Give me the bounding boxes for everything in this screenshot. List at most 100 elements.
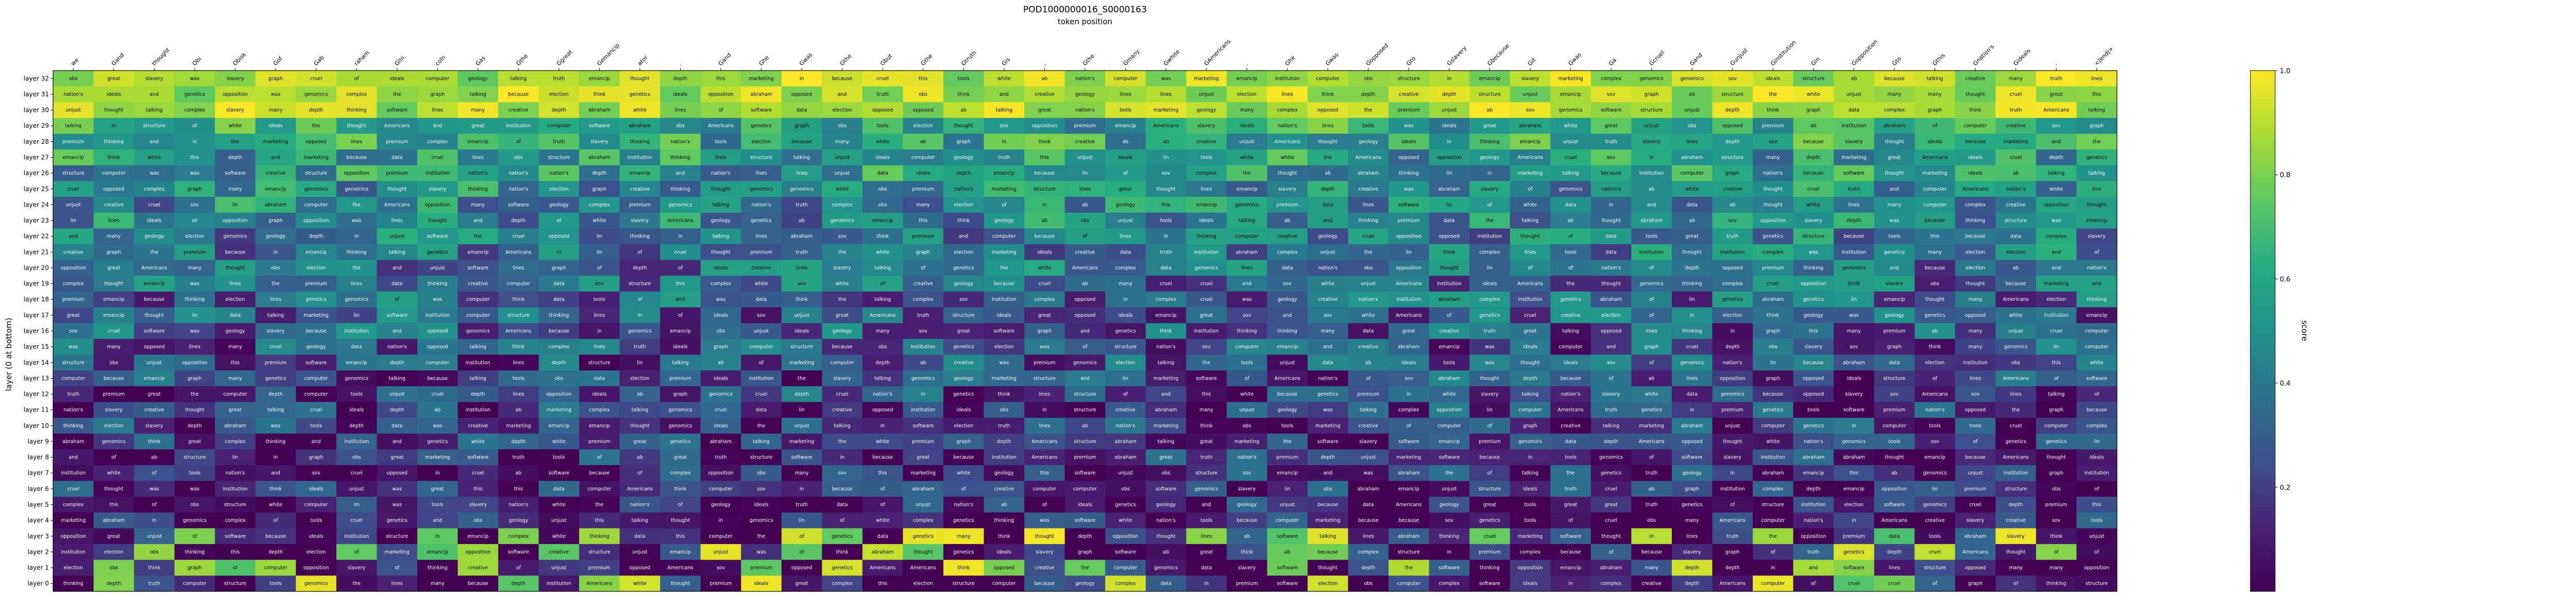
heatmap-cell [660, 165, 701, 181]
y-tick-label: layer 29 [24, 122, 49, 129]
heatmap-cell-token: graph [956, 439, 971, 445]
heatmap-cell-token: because [1965, 234, 1986, 240]
heatmap-cell [1834, 102, 1875, 118]
heatmap-cell-token: computer [2085, 344, 2109, 350]
heatmap-cell-token: computer [61, 376, 85, 381]
heatmap-cell [1226, 86, 1267, 103]
heatmap-cell [1834, 71, 1875, 87]
heatmap-cell-token: ab [1891, 470, 1897, 476]
heatmap-cell [1712, 117, 1753, 134]
heatmap-cell-token: unjust [551, 565, 567, 571]
heatmap-cell-token: thought [1885, 171, 1904, 176]
heatmap-cell [903, 71, 944, 87]
heatmap-cell-token: data [1120, 249, 1131, 255]
heatmap-cell-token: ideals [1483, 281, 1497, 287]
heatmap-cell [1914, 117, 1956, 134]
heatmap-cell [1955, 149, 1996, 166]
heatmap-cell-token: opposed [1398, 155, 1419, 161]
heatmap-cell-token: marketing [992, 249, 1016, 255]
heatmap-cell-token: unjust [147, 534, 162, 539]
heatmap-cell-token: nation's [1116, 423, 1136, 429]
heatmap-cell-token: tools [1120, 108, 1131, 113]
heatmap-cell-token: election [2006, 249, 2026, 255]
x-tick-label: Gunjust [1729, 46, 1750, 67]
heatmap-cell [1712, 133, 1753, 150]
heatmap-cell-token: many [107, 344, 121, 350]
heatmap-cell-token: marketing [1922, 171, 1947, 176]
x-tick-label: Gof [272, 55, 284, 67]
heatmap-cell-token: nation's [468, 171, 488, 176]
heatmap-cell-token: great [471, 123, 484, 129]
heatmap-cell-token: thinking [347, 108, 367, 113]
heatmap-cell-token: talking [632, 518, 648, 523]
heatmap-cell-token: data [1160, 581, 1171, 587]
heatmap-cell-token: genetics [1601, 470, 1621, 476]
heatmap-cell-token: opposition [303, 565, 329, 571]
heatmap-cell-token: nation's [752, 202, 771, 208]
y-tick-label: layer 9 [27, 438, 49, 445]
heatmap-cell-token: many [107, 234, 121, 240]
heatmap-cell-token: of [880, 281, 886, 287]
heatmap-cell-token: white [2049, 186, 2063, 192]
heatmap-cell-token: genomics [345, 297, 368, 302]
heatmap-cell-token: genomics [224, 234, 247, 240]
heatmap-cell [781, 86, 822, 103]
heatmap-cell-token: geology [833, 329, 852, 334]
heatmap-cell [1753, 181, 1794, 197]
heatmap-cell-token: abraham [1438, 186, 1461, 192]
heatmap-cell-token: opposed [1803, 376, 1824, 381]
heatmap-cell [457, 71, 499, 87]
heatmap-cell [1469, 133, 1511, 150]
heatmap-cell-token: institution [1720, 249, 1745, 255]
heatmap-cell-token: thought [387, 186, 407, 192]
heatmap-cell-token: and [1323, 470, 1332, 476]
heatmap-cell-token: emancip [346, 360, 367, 366]
heatmap-cell-token: nation's [1318, 376, 1337, 381]
heatmap-cell [53, 71, 94, 87]
heatmap-cell-token: talking [1562, 329, 1579, 334]
heatmap-cell-token: was [1404, 186, 1414, 192]
heatmap-cell-token: tools [1889, 234, 1901, 240]
heatmap-cell-token: obs [1647, 518, 1656, 523]
heatmap-cell-token: genetics [953, 344, 974, 350]
heatmap-cell-token: genetics [1115, 502, 1136, 508]
heatmap-cell-token: sov [1000, 123, 1009, 129]
heatmap-cell-token: creative [1278, 234, 1298, 240]
heatmap-cell-token: sov [757, 313, 766, 318]
heatmap-cell-token: emancip [1560, 565, 1581, 571]
heatmap-cell-token: lines [594, 313, 605, 318]
heatmap-cell-token: thinking [2046, 581, 2066, 587]
heatmap-cell-token: in [1528, 455, 1533, 461]
heatmap-cell-token: nation's [954, 186, 974, 192]
heatmap-cell-token: was [1040, 344, 1049, 350]
heatmap-cell-token: tools [1970, 423, 1981, 429]
heatmap-cell [1712, 149, 1753, 166]
heatmap-cell-token: sov [1243, 470, 1251, 476]
heatmap-cell-token: in [1690, 407, 1694, 413]
heatmap-cell-token: complex [1115, 265, 1136, 271]
heatmap-cell [336, 149, 377, 166]
heatmap-cell-token: depth [1847, 218, 1861, 224]
heatmap-cell-token: creative [2006, 202, 2026, 208]
heatmap-cell-token: cruel [431, 392, 444, 397]
heatmap-cell-token: obs [757, 470, 766, 476]
heatmap-cell [93, 149, 134, 166]
heatmap-cell [336, 71, 377, 87]
heatmap-cell-token: of [2094, 549, 2099, 555]
heatmap-cell-token: thought [1520, 360, 1540, 366]
heatmap-cell-token: thinking [2087, 297, 2107, 302]
y-tick-label: layer 11 [24, 406, 49, 414]
x-tick-label: <|end|> [2093, 45, 2115, 67]
heatmap-cell-token: of [1528, 265, 1533, 271]
heatmap-cell-token: unjust [147, 360, 162, 366]
heatmap-cell-token: was [1242, 297, 1252, 302]
heatmap-cell-token: many [1888, 92, 1902, 97]
heatmap-cell [660, 181, 701, 197]
heatmap-cell-token: unjust [794, 313, 809, 318]
heatmap-cell [1145, 149, 1187, 166]
heatmap-cell-token: and [312, 439, 321, 445]
heatmap-cell-token: election [1601, 313, 1621, 318]
heatmap-cell-token: emancip [1520, 139, 1541, 145]
heatmap-cell-token: premium [1479, 549, 1501, 555]
heatmap-cell [53, 86, 94, 103]
